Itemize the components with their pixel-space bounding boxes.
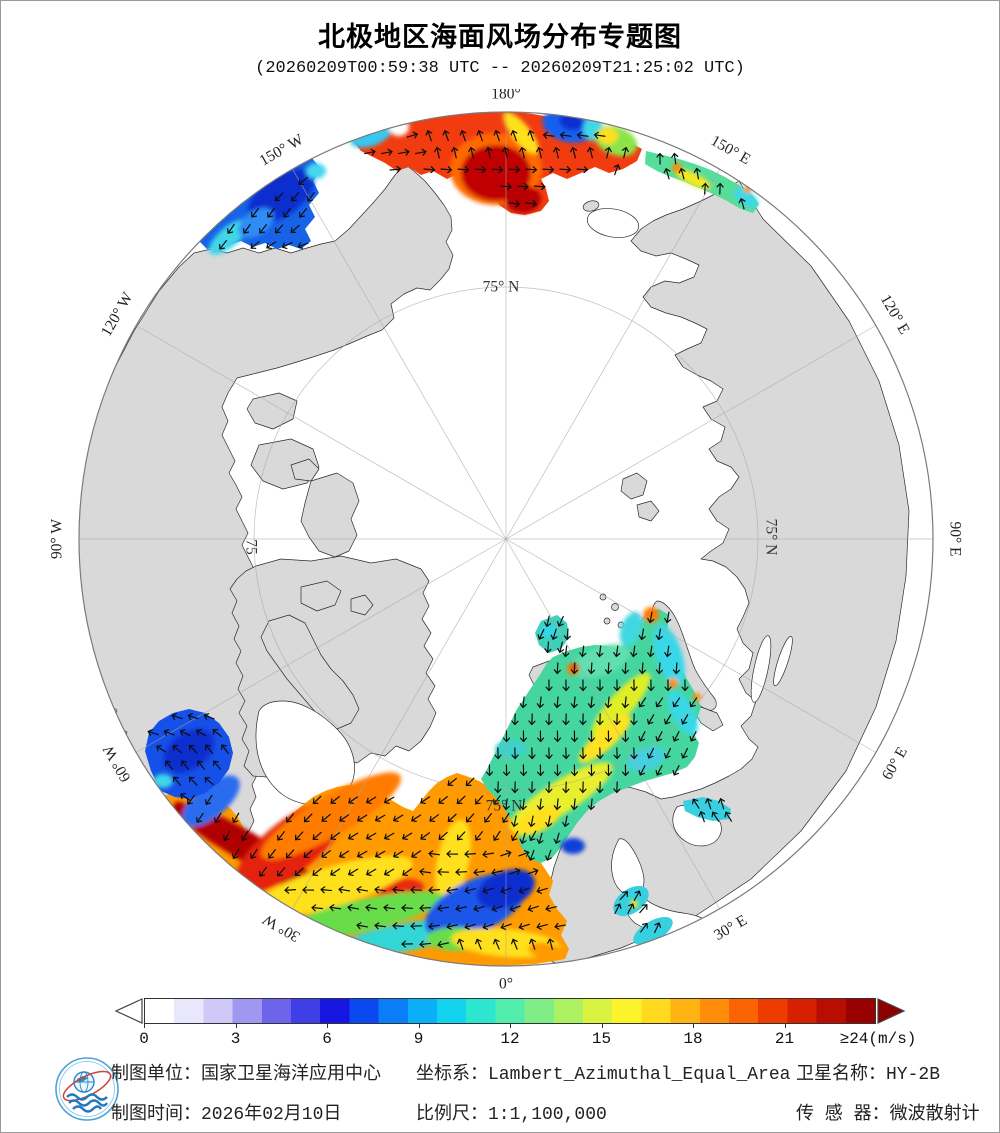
meridian-label: 90° W (49, 519, 66, 559)
map-rim (78, 111, 934, 967)
footer-projection: 坐标系：Lambert_Azimuthal_Equal_Area (416, 1065, 791, 1085)
beaufort-color-detail (208, 163, 326, 255)
colorbar-tick-mark (601, 1024, 603, 1028)
chukotka-lagoon (586, 208, 640, 238)
meridian-label: 120° W (98, 289, 137, 339)
colorbar-tick-label: 21 (774, 1030, 795, 1048)
swath-baltic (633, 917, 673, 945)
latitude-label: 75° N (763, 519, 780, 556)
wind-speed-colorbar (144, 998, 876, 1024)
meridian-label: 30° E (711, 912, 750, 944)
meridian-label: 90° E (947, 521, 964, 556)
meridian-label: 180° (491, 89, 520, 103)
page-title: 北极地区海面风场分布专题图 (318, 22, 682, 52)
latitude-label: 75° N (483, 279, 520, 296)
land-wrangel (582, 200, 600, 212)
latitude-label: 75° N (486, 798, 523, 815)
meridian-label: 150° E (708, 132, 754, 168)
ob-gulf (750, 635, 772, 703)
colorbar-tick-labels: 0 3 6 9 12 15 18 21 ≥24(m/s) (1, 1024, 999, 1052)
band150e-color-detail (672, 163, 759, 208)
colorbar-tick-mark (235, 1024, 237, 1028)
meridian-label: 0° (499, 976, 513, 990)
colorbar-tick-mark (144, 1024, 145, 1028)
meridian-label: 120° E (877, 292, 913, 338)
land-severnaya-zemlya (620, 472, 660, 522)
colorbar-tick-mark (693, 1024, 694, 1028)
map-footer: 制图单位：国家卫星海洋应用中心 制图时间：2026年02月10日 坐标系：Lam… (1, 1049, 999, 1129)
colorbar-tick-mark (418, 1024, 420, 1028)
svalbard-hotspot (567, 663, 579, 675)
footer-scale: 比例尺：1:1,100,000 (416, 1105, 607, 1125)
colorbar-overflow-arrow (877, 998, 906, 1024)
footer-agency: 制图单位：国家卫星海洋应用中心 (111, 1065, 381, 1085)
colorbar-max-label: ≥24(m/s) (839, 1030, 917, 1048)
colorbar-tick-label: 0 (139, 1030, 149, 1048)
hudson-bay (255, 700, 355, 806)
meridian-label: 30° W (260, 910, 303, 945)
meridian-label: 60° E (879, 744, 911, 783)
colorbar-tick-mark (510, 1024, 511, 1028)
time-range-subtitle: (20260209T00:59:38 UTC -- 20260209T21:25… (255, 59, 745, 78)
bering-color-detail (349, 112, 638, 213)
colorbar-tick-label: 15 (591, 1030, 612, 1048)
footer-date: 制图时间：2026年02月10日 (111, 1105, 342, 1125)
graticule-layer (79, 112, 933, 966)
colorbar-tick-label: 18 (683, 1030, 703, 1048)
colorbar-tick-label: 12 (500, 1030, 520, 1048)
meridian-label: 60° W (100, 742, 135, 785)
colorbar-tick-mark (784, 1024, 786, 1028)
land-canadian-archipelago (246, 392, 374, 730)
barents-color-detail (495, 607, 701, 836)
meridian-label: 150° W (257, 131, 307, 170)
colorbar-tick-mark (327, 1024, 328, 1028)
nsoas-logo (55, 1057, 119, 1121)
polar-wind-map: 180° 150° E 120° E 90° E 60° E 30° E 0° 30° W 60… (49, 89, 964, 990)
footer-satellite: 卫星名称：HY-2B (796, 1065, 941, 1085)
colorbar-tick-label: 9 (413, 1030, 424, 1048)
logo-waves (66, 1093, 109, 1113)
footer-sensor: 传 感 器：微波散射计 (796, 1105, 980, 1125)
colorbar-tick-label: 3 (230, 1030, 241, 1048)
latitude-label: 75 (243, 539, 260, 555)
colorbar-underflow-arrow (114, 998, 143, 1024)
yenisei-gulf (773, 635, 793, 687)
colorbar-tick-label: 6 (322, 1030, 332, 1048)
